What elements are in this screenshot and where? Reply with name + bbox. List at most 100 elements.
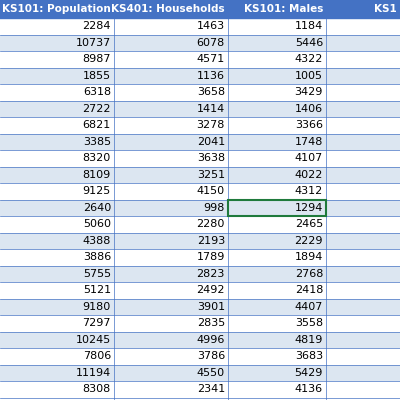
Text: 3558: 3558 [295, 318, 323, 328]
Text: 4550: 4550 [197, 368, 225, 378]
Text: 4150: 4150 [197, 186, 225, 196]
Text: 1748: 1748 [295, 137, 323, 147]
Bar [0, 134, 400, 150]
Bar [0, 0, 114, 18]
Text: 1855: 1855 [83, 71, 111, 81]
Bar [114, 0, 228, 18]
Bar [0, 51, 400, 68]
Text: 3638: 3638 [197, 153, 225, 163]
Bar [0, 183, 400, 200]
Text: 2492: 2492 [196, 285, 225, 295]
Text: KS101: Population: KS101: Population [2, 4, 111, 14]
Text: 5755: 5755 [83, 269, 111, 279]
Text: 4571: 4571 [197, 54, 225, 64]
Text: 2640: 2640 [83, 203, 111, 213]
Bar [0, 18, 400, 34]
Text: 4107: 4107 [295, 153, 323, 163]
Text: 4136: 4136 [295, 384, 323, 394]
Bar [0, 249, 400, 266]
Text: 3901: 3901 [197, 302, 225, 312]
Text: KS401: Households: KS401: Households [111, 4, 225, 14]
Text: 8987: 8987 [82, 54, 111, 64]
Bar [0, 150, 400, 166]
Bar [0, 68, 400, 84]
Bar [0, 84, 400, 100]
Text: 5446: 5446 [295, 38, 323, 48]
Text: 10737: 10737 [76, 38, 111, 48]
Bar [0, 117, 400, 134]
Bar [0, 232, 400, 249]
Text: 6078: 6078 [197, 38, 225, 48]
Bar [0, 216, 400, 232]
Text: 1184: 1184 [295, 21, 323, 31]
Text: 4388: 4388 [83, 236, 111, 246]
Bar [0, 100, 400, 117]
Bar [0, 348, 400, 364]
Text: 5429: 5429 [295, 368, 323, 378]
Text: 1136: 1136 [197, 71, 225, 81]
Text: 2280: 2280 [197, 219, 225, 229]
Text: 2229: 2229 [294, 236, 323, 246]
Text: 2284: 2284 [82, 21, 111, 31]
Text: 7297: 7297 [82, 318, 111, 328]
Text: 998: 998 [204, 203, 225, 213]
Text: 10245: 10245 [76, 335, 111, 345]
Text: 3251: 3251 [197, 170, 225, 180]
Text: 2835: 2835 [197, 318, 225, 328]
Text: 1406: 1406 [295, 104, 323, 114]
Text: 3366: 3366 [295, 120, 323, 130]
Text: 1414: 1414 [197, 104, 225, 114]
Text: KS1: KS1 [374, 4, 397, 14]
Text: 2465: 2465 [295, 219, 323, 229]
Text: 1789: 1789 [197, 252, 225, 262]
Text: 2722: 2722 [82, 104, 111, 114]
Text: KS101: Males: KS101: Males [244, 4, 323, 14]
Text: 9125: 9125 [83, 186, 111, 196]
Text: 8109: 8109 [83, 170, 111, 180]
Text: 3786: 3786 [197, 351, 225, 361]
Bar [0, 200, 400, 216]
Text: 4996: 4996 [197, 335, 225, 345]
Bar [326, 0, 400, 18]
Bar [0, 381, 400, 398]
Text: 1005: 1005 [295, 71, 323, 81]
Text: 2193: 2193 [197, 236, 225, 246]
Bar [0, 282, 400, 298]
Bar [0, 332, 400, 348]
Bar [0, 266, 400, 282]
Bar [0, 315, 400, 332]
Text: 4819: 4819 [295, 335, 323, 345]
Bar [228, 0, 326, 18]
Text: 8308: 8308 [83, 384, 111, 394]
Text: 2041: 2041 [197, 137, 225, 147]
Text: 2418: 2418 [295, 285, 323, 295]
Text: 3385: 3385 [83, 137, 111, 147]
Text: 3278: 3278 [197, 120, 225, 130]
Text: 1463: 1463 [197, 21, 225, 31]
Text: 1294: 1294 [295, 203, 323, 213]
Text: 3886: 3886 [83, 252, 111, 262]
Text: 2823: 2823 [197, 269, 225, 279]
Bar [0, 298, 400, 315]
Text: 4322: 4322 [295, 54, 323, 64]
Bar [0, 34, 400, 51]
Bar [0, 166, 400, 183]
Bar [228, 200, 326, 216]
Bar [0, 364, 400, 381]
Text: 4407: 4407 [295, 302, 323, 312]
Text: 5060: 5060 [83, 219, 111, 229]
Text: 7806: 7806 [83, 351, 111, 361]
Text: 8320: 8320 [83, 153, 111, 163]
Text: 6318: 6318 [83, 87, 111, 97]
Text: 11194: 11194 [76, 368, 111, 378]
Text: 3429: 3429 [295, 87, 323, 97]
Text: 3658: 3658 [197, 87, 225, 97]
Text: 9180: 9180 [83, 302, 111, 312]
Text: 4022: 4022 [295, 170, 323, 180]
Text: 2768: 2768 [295, 269, 323, 279]
Text: 4312: 4312 [295, 186, 323, 196]
Text: 1894: 1894 [295, 252, 323, 262]
Text: 3683: 3683 [295, 351, 323, 361]
Text: 5121: 5121 [83, 285, 111, 295]
Text: 2341: 2341 [197, 384, 225, 394]
